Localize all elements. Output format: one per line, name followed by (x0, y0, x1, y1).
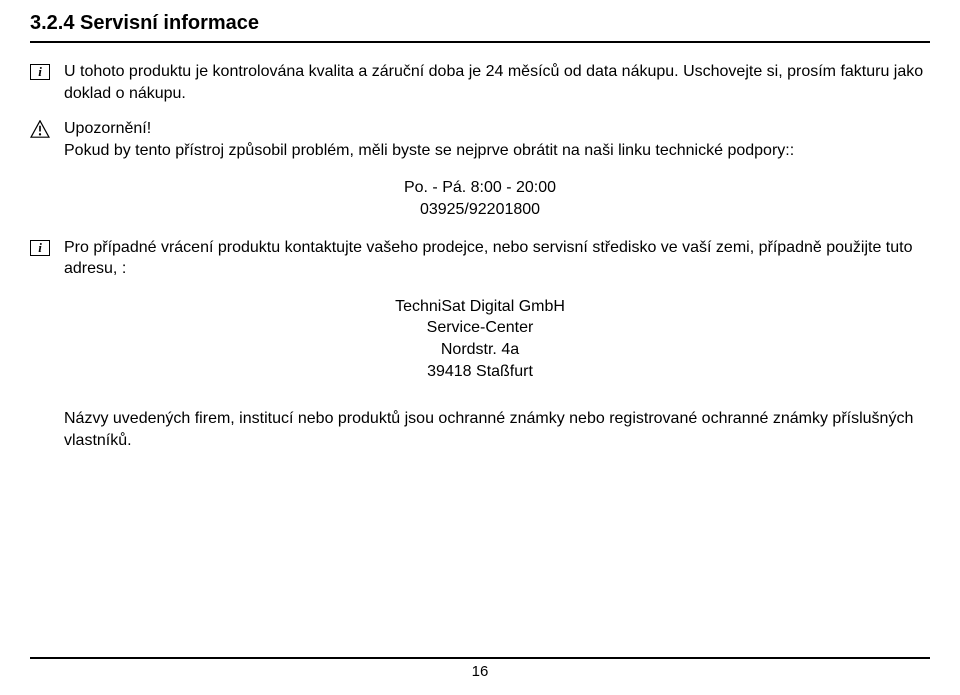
section-heading: 3.2.4 Servisní informace (30, 12, 930, 35)
paragraph-intro-text: U tohoto produktu je kontrolována kvalit… (64, 61, 930, 104)
address-line-2: Service-Center (427, 319, 534, 336)
info-icon-glyph: i (30, 64, 50, 80)
paragraph-intro: i U tohoto produktu je kontrolována kval… (30, 61, 930, 104)
info-icon: i (30, 61, 64, 81)
address-line-1: TechniSat Digital GmbH (395, 298, 565, 315)
trademark-notice: Názvy uvedených firem, institucí nebo pr… (64, 408, 930, 451)
info-icon-glyph: i (30, 240, 50, 256)
page-number: 16 (30, 663, 930, 680)
support-phone: 03925/92201800 (420, 201, 540, 218)
warning-title: Upozornění! (64, 120, 151, 137)
info-icon: i (30, 237, 64, 257)
warning-body: Pokud by tento přístroj způsobil problém… (64, 142, 794, 159)
paragraph-return: i Pro případné vrácení produktu kontaktu… (30, 237, 930, 280)
paragraph-warning-text: Upozornění! Pokud by tento přístroj způs… (64, 118, 930, 161)
address-line-3: Nordstr. 4a (441, 341, 519, 358)
paragraph-return-text: Pro případné vrácení produktu kontaktujt… (64, 237, 930, 280)
service-address: TechniSat Digital GmbH Service-Center No… (30, 296, 930, 382)
page-footer: 16 (30, 657, 930, 680)
warning-icon (30, 118, 64, 138)
divider-footer (30, 657, 930, 659)
support-hours-block: Po. - Pá. 8:00 - 20:00 03925/92201800 (30, 177, 930, 220)
address-line-4: 39418 Staßfurt (427, 363, 533, 380)
support-hours: Po. - Pá. 8:00 - 20:00 (404, 179, 556, 196)
divider-top (30, 41, 930, 43)
paragraph-warning: Upozornění! Pokud by tento přístroj způs… (30, 118, 930, 161)
